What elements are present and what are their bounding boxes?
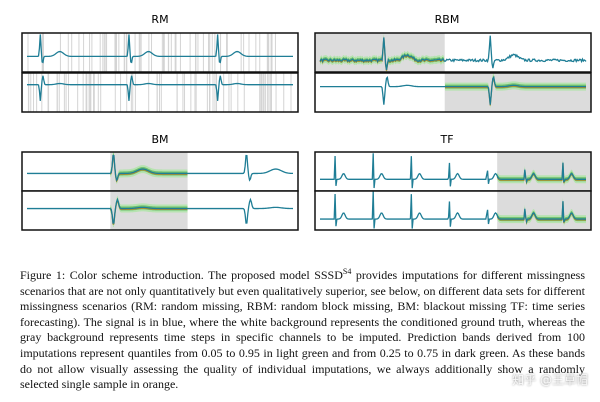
prediction-band [110, 151, 188, 185]
panel-title: RBM [435, 13, 460, 26]
signal [319, 76, 586, 105]
panel-title: TF [439, 133, 453, 146]
prediction-band [320, 33, 445, 74]
prediction-band [110, 153, 188, 183]
sample-imputation [109, 155, 188, 183]
plot-frame [314, 72, 592, 113]
caption-label: Figure 1: [20, 268, 66, 282]
prediction-band [497, 199, 586, 225]
caption-sup: S4 [342, 267, 352, 276]
plot-frame [314, 190, 592, 231]
panel-title: BM [151, 133, 168, 146]
plot-frame [21, 190, 299, 231]
plot-frame [21, 32, 299, 73]
plot-frame [21, 72, 299, 113]
signal [319, 35, 587, 70]
caption-text: Color scheme introduction. The proposed … [69, 268, 343, 282]
imputation-region [497, 191, 591, 230]
signal [27, 34, 293, 64]
prediction-band [497, 160, 586, 185]
watermark: 知乎 @王草帽 [512, 373, 588, 387]
panel-title: RM [151, 13, 168, 26]
sample-imputation [445, 76, 586, 106]
signal [27, 75, 293, 101]
caption: Figure 1: Color scheme introduction. The… [20, 268, 585, 393]
figure: RM RBM BM TF [21, 13, 592, 231]
imputation-region [444, 73, 591, 112]
imputation-region [315, 33, 445, 72]
imputation-region [497, 152, 591, 191]
signal [26, 154, 294, 182]
caption-text: provides imputations for different missi… [20, 268, 586, 392]
plot-frame [314, 32, 592, 73]
signal [320, 191, 586, 229]
signal [320, 153, 586, 189]
signal [26, 197, 294, 224]
plot-frame-bg [22, 33, 298, 72]
sample-imputation [109, 198, 188, 225]
prediction-band [110, 195, 188, 228]
